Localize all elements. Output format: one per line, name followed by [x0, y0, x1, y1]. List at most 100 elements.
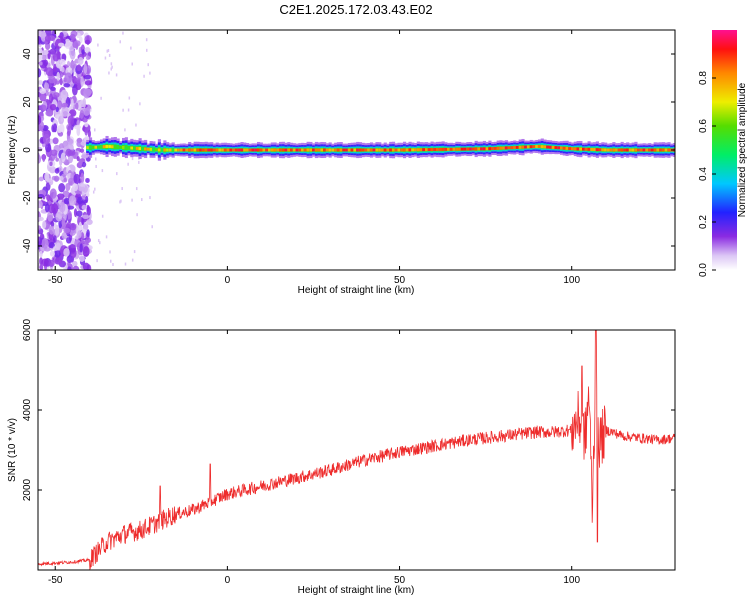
signal-core-cell	[474, 147, 478, 151]
chart-title: C2E1.2025.172.03.43.E02	[279, 2, 432, 17]
noise-cell	[143, 74, 145, 78]
snr-panel: -50 0 50 100 2000 4000 6000 Height of straigh…	[7, 318, 676, 596]
signal-core-cell	[485, 147, 489, 151]
spectrogram-y-label: Frequency (Hz)	[7, 116, 18, 185]
colorbar-tick-label: 0.0	[698, 263, 709, 277]
signal-core-cell	[535, 145, 539, 148]
signal-core-cell	[350, 148, 354, 152]
noise-cell	[66, 255, 73, 264]
noise-cell	[55, 242, 61, 251]
signal-core-cell	[482, 147, 487, 151]
signal-core-cell	[518, 145, 522, 149]
signal-core-cell	[620, 148, 624, 152]
noise-cell	[52, 53, 60, 62]
snr-y-tick-label: 4000	[22, 398, 33, 421]
colorbar-label: Normalized spectral amplitude	[737, 82, 748, 217]
signal-core-cell	[667, 148, 671, 152]
snr-y-tick-label: 6000	[22, 318, 33, 341]
noise-cell	[49, 103, 57, 111]
signal-core-cell	[223, 148, 228, 152]
noise-cell	[38, 236, 43, 247]
signal-core-cell	[604, 148, 608, 152]
noise-cell	[92, 190, 95, 194]
signal-core-cell	[537, 145, 542, 148]
signal-core-cell	[408, 148, 412, 152]
signal-core-cell	[513, 146, 517, 149]
noise-cell	[49, 250, 56, 257]
signal-core-cell	[504, 146, 509, 150]
signal-core-cell	[425, 148, 429, 152]
noise-cell	[40, 104, 47, 112]
noise-cell	[61, 102, 69, 108]
noise-cell	[53, 92, 60, 98]
noise-cell	[99, 241, 101, 245]
signal-core-cell	[105, 145, 109, 148]
noise-cell	[110, 62, 113, 66]
noise-cell	[52, 235, 57, 243]
signal-core-cell	[659, 148, 663, 152]
signal-core-cell	[598, 148, 602, 152]
signal-core-cell	[182, 148, 186, 152]
signal-core-cell	[642, 148, 646, 152]
signal-core-cell	[273, 148, 277, 152]
noise-cell	[38, 194, 45, 199]
signal-core-cell	[639, 148, 644, 152]
noise-cell	[147, 63, 149, 67]
spectrogram-area	[38, 30, 675, 270]
noise-cell	[38, 225, 42, 231]
signal-core-cell	[554, 146, 558, 150]
noise-cell	[46, 194, 51, 201]
signal-core-cell	[438, 148, 442, 151]
signal-core-cell	[590, 148, 594, 151]
snr-x-tick-label: 0	[225, 575, 231, 586]
spectrogram-x-tick-label: -50	[48, 275, 63, 286]
noise-cell	[38, 146, 43, 152]
signal-core-cell	[116, 145, 120, 149]
signal-core-cell	[595, 148, 599, 152]
signal-core-cell	[493, 146, 498, 150]
signal-core-cell	[634, 148, 638, 152]
signal-core-cell	[119, 145, 123, 149]
noise-cell	[127, 162, 129, 166]
noise-cell	[85, 177, 90, 183]
signal-core-cell	[347, 148, 352, 152]
signal-core-cell	[471, 147, 476, 151]
signal-core-cell	[499, 146, 503, 150]
signal-core-cell	[626, 148, 630, 152]
signal-core-cell	[342, 148, 346, 152]
signal-core-cell	[466, 147, 470, 151]
noise-cell	[67, 177, 75, 186]
signal-core-cell	[108, 145, 112, 148]
signal-core-cell	[174, 148, 178, 152]
signal-core-cell	[524, 145, 528, 149]
signal-core-cell	[166, 148, 170, 152]
noise-cell	[82, 223, 89, 231]
signal-core-cell	[309, 148, 313, 152]
noise-cell	[63, 177, 68, 183]
noise-cell	[73, 173, 81, 184]
signal-core-cell	[185, 148, 189, 152]
signal-core-cell	[240, 148, 244, 152]
noise-cell	[53, 250, 61, 258]
noise-cell	[149, 196, 151, 200]
signal-core-cell	[444, 147, 448, 151]
signal-core-cell	[540, 145, 544, 149]
signal-core-cell	[281, 148, 285, 152]
noise-cell	[67, 115, 74, 126]
colorbar-ticks: 0.0 0.2 0.4 0.6 0.8	[698, 71, 716, 277]
snr-x-tick-label: -50	[48, 575, 63, 586]
noise-cell	[55, 157, 59, 162]
signal-core-cell	[606, 148, 610, 152]
noise-cell	[81, 49, 85, 55]
signal-core-cell	[573, 147, 577, 151]
noise-cell	[124, 262, 127, 266]
signal-core-cell	[210, 148, 214, 152]
noise-cell	[66, 205, 75, 210]
noise-cell	[110, 67, 112, 71]
signal-core-cell	[229, 148, 233, 152]
signal-core-cell	[334, 148, 338, 152]
noise-cell	[72, 265, 80, 270]
noise-cell	[84, 88, 93, 96]
signal-core-cell	[480, 147, 484, 151]
